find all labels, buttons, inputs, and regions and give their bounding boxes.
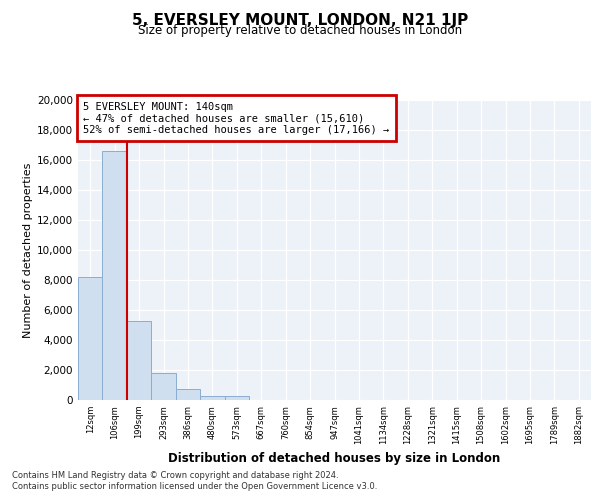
Y-axis label: Number of detached properties: Number of detached properties — [23, 162, 33, 338]
Text: Contains HM Land Registry data © Crown copyright and database right 2024.: Contains HM Land Registry data © Crown c… — [12, 471, 338, 480]
Bar — [78, 277, 103, 400]
Text: Size of property relative to detached houses in London: Size of property relative to detached ho… — [138, 24, 462, 37]
Bar — [151, 373, 176, 400]
Bar — [103, 151, 127, 400]
Text: 5 EVERSLEY MOUNT: 140sqm
← 47% of detached houses are smaller (15,610)
52% of se: 5 EVERSLEY MOUNT: 140sqm ← 47% of detach… — [83, 102, 389, 134]
Bar — [127, 320, 151, 400]
Bar — [176, 389, 200, 400]
Text: 5, EVERSLEY MOUNT, LONDON, N21 1JP: 5, EVERSLEY MOUNT, LONDON, N21 1JP — [132, 12, 468, 28]
Bar — [200, 396, 224, 400]
Text: Contains public sector information licensed under the Open Government Licence v3: Contains public sector information licen… — [12, 482, 377, 491]
X-axis label: Distribution of detached houses by size in London: Distribution of detached houses by size … — [169, 452, 500, 466]
Bar — [224, 396, 249, 400]
